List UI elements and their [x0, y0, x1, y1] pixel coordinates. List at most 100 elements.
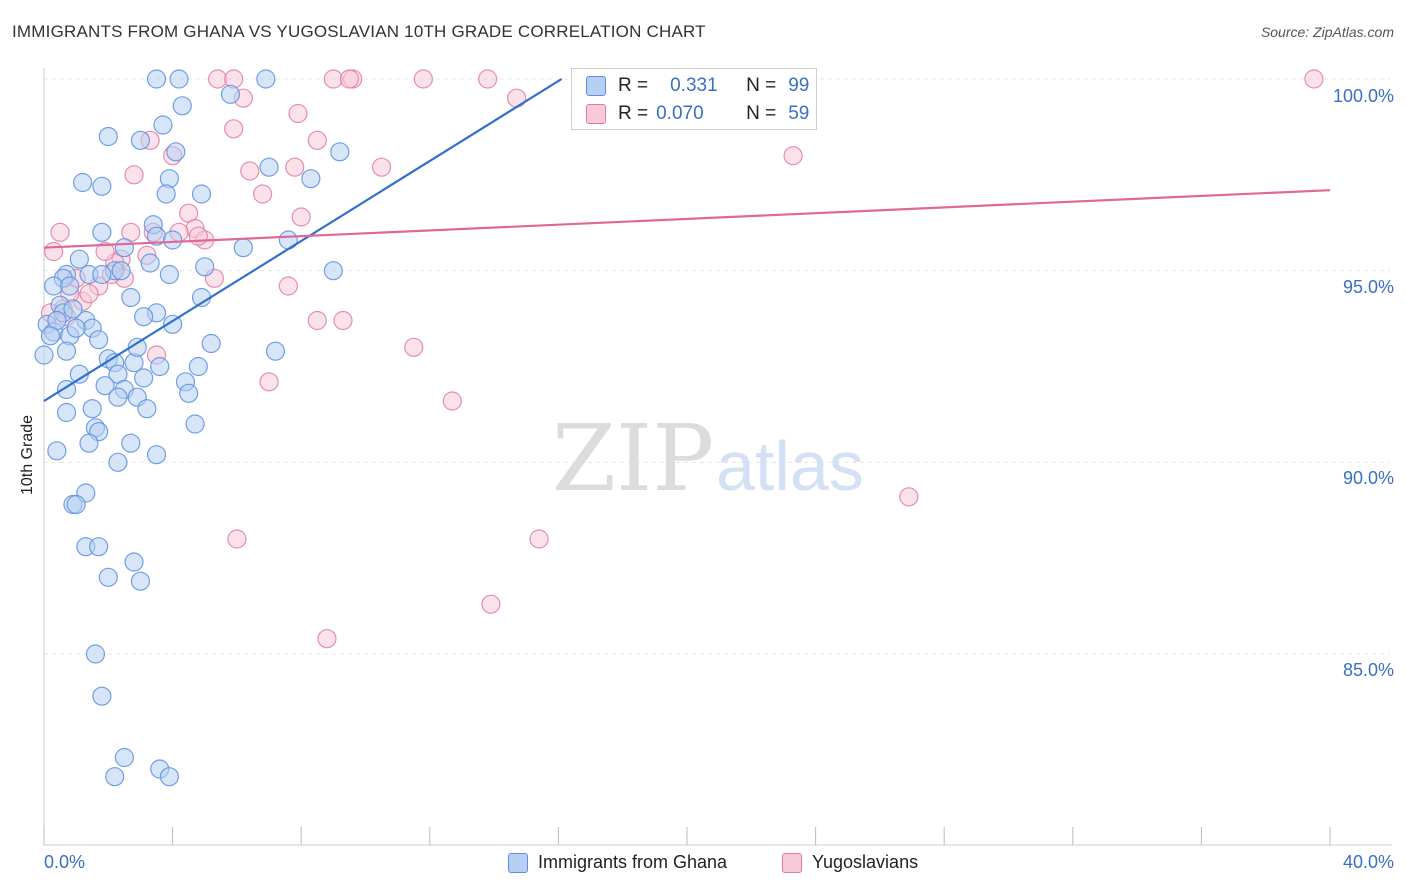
yugoslavians-point — [44, 241, 64, 262]
ghana-point — [134, 368, 154, 388]
ghana-point — [166, 142, 186, 162]
swatch-yugoslavians — [586, 104, 606, 124]
r-value-yugoslavians: 0.070 — [656, 103, 704, 124]
ghana-point — [34, 345, 54, 365]
swatch-ghana — [586, 76, 606, 96]
ghana-point — [56, 341, 77, 361]
ghana-point — [85, 644, 106, 664]
chart-title: IMMIGRANTS FROM GHANA VS YUGOSLAVIAN 10T… — [12, 22, 706, 41]
ghana-point — [72, 172, 93, 193]
ghana-point — [105, 767, 125, 787]
r-label: R = — [618, 75, 649, 96]
yugoslavians-point — [1304, 69, 1324, 89]
legend-item-ghana[interactable]: Immigrants from Ghana — [508, 852, 727, 873]
yugoslavians-point — [404, 337, 424, 357]
x-tick-max: 40.0% — [1342, 852, 1394, 872]
ghana-point — [82, 399, 102, 419]
ghana-point — [92, 686, 112, 706]
stats-row-yugoslavians: R = 0.070 N = 59 — [586, 103, 809, 125]
y-tick-100: 100.0% — [1332, 86, 1394, 106]
ghana-point — [92, 176, 112, 196]
trend-lines — [43, 78, 1331, 402]
ghana-point — [301, 169, 321, 189]
ghana-point — [44, 276, 64, 296]
x-tick-min: 0.0% — [44, 852, 86, 872]
ghana-point — [156, 184, 176, 204]
n-value-ghana: 99 — [788, 75, 810, 96]
ghana-point — [163, 314, 183, 334]
series-yugoslavians — [40, 69, 1324, 649]
ghana-point — [163, 230, 183, 250]
ghana-point — [47, 441, 67, 461]
ghana-point — [98, 567, 118, 587]
yugoslavians-point — [224, 119, 244, 139]
ghana-point — [188, 356, 208, 377]
ghana-point — [130, 571, 151, 591]
yugoslavians-point — [227, 529, 247, 549]
ghana-point — [172, 96, 192, 116]
yugoslavians-point — [285, 157, 305, 177]
ghana-point — [92, 264, 112, 285]
yugoslavians-point — [188, 226, 208, 246]
ghana-point — [66, 494, 86, 515]
y-tick-95: 95.0% — [1342, 277, 1394, 297]
n-label: N = — [746, 103, 777, 124]
ghana-point — [330, 142, 350, 162]
y-tick-90: 90.0% — [1342, 468, 1394, 488]
yugoslavians-point — [50, 222, 70, 242]
ghana-point — [69, 249, 89, 269]
yugoslavians-point — [899, 487, 919, 507]
ghana-point — [114, 238, 134, 258]
yugoslavians-point — [478, 69, 498, 89]
yugoslavians-point — [783, 146, 803, 166]
ghana-point — [146, 445, 167, 465]
yugoslavians-point — [79, 284, 99, 304]
ghana-point — [256, 69, 276, 89]
legend-swatch-ghana — [508, 852, 528, 873]
ghana-point — [89, 537, 109, 557]
ghana-point — [134, 307, 154, 327]
ghana-point — [233, 238, 253, 258]
yugoslavians-point — [529, 529, 549, 549]
ghana-point — [66, 318, 86, 338]
legend-label-yugoslavians: Yugoslavians — [812, 852, 919, 872]
yugoslavians-point — [371, 157, 392, 177]
watermark-atlas: atlas — [716, 427, 864, 505]
series-ghana — [34, 69, 350, 787]
yugoslavians-point — [307, 310, 327, 331]
ghana-point — [140, 253, 160, 273]
ghana-point — [60, 276, 80, 296]
ghana-point — [153, 115, 173, 135]
watermark: ZIP atlas — [552, 405, 864, 512]
yugoslavians-point — [288, 103, 308, 124]
trend-line-yugoslavians — [43, 189, 1331, 249]
yugoslavians-point — [259, 372, 279, 392]
ghana-point — [108, 452, 128, 472]
ghana-point — [323, 261, 343, 281]
ghana-point — [220, 84, 241, 104]
ghana-point — [265, 341, 286, 361]
yugoslavians-point — [240, 161, 260, 181]
ghana-point — [89, 330, 109, 350]
n-value-yugoslavians: 59 — [788, 103, 810, 124]
ghana-point — [108, 387, 128, 407]
ghana-point — [121, 433, 141, 453]
yugoslavians-point — [333, 310, 353, 331]
yugoslavians-point — [307, 130, 327, 150]
yugoslavians-point — [413, 69, 433, 89]
legend-item-yugoslavians[interactable]: Yugoslavians — [782, 852, 918, 873]
ghana-point — [159, 767, 179, 787]
ghana-point — [150, 356, 170, 377]
ghana-point — [130, 130, 151, 150]
axes — [43, 68, 1392, 846]
ghana-point — [121, 287, 141, 308]
source-label: Source: ZipAtlas.com — [1260, 24, 1394, 40]
r-value-ghana: 0.331 — [670, 75, 718, 96]
yugoslavians-point — [507, 88, 527, 108]
ghana-point — [259, 157, 279, 177]
ghana-point — [185, 414, 205, 434]
yugoslavians-point — [278, 276, 298, 296]
ghana-point — [201, 333, 221, 354]
ghana-point — [124, 552, 144, 572]
